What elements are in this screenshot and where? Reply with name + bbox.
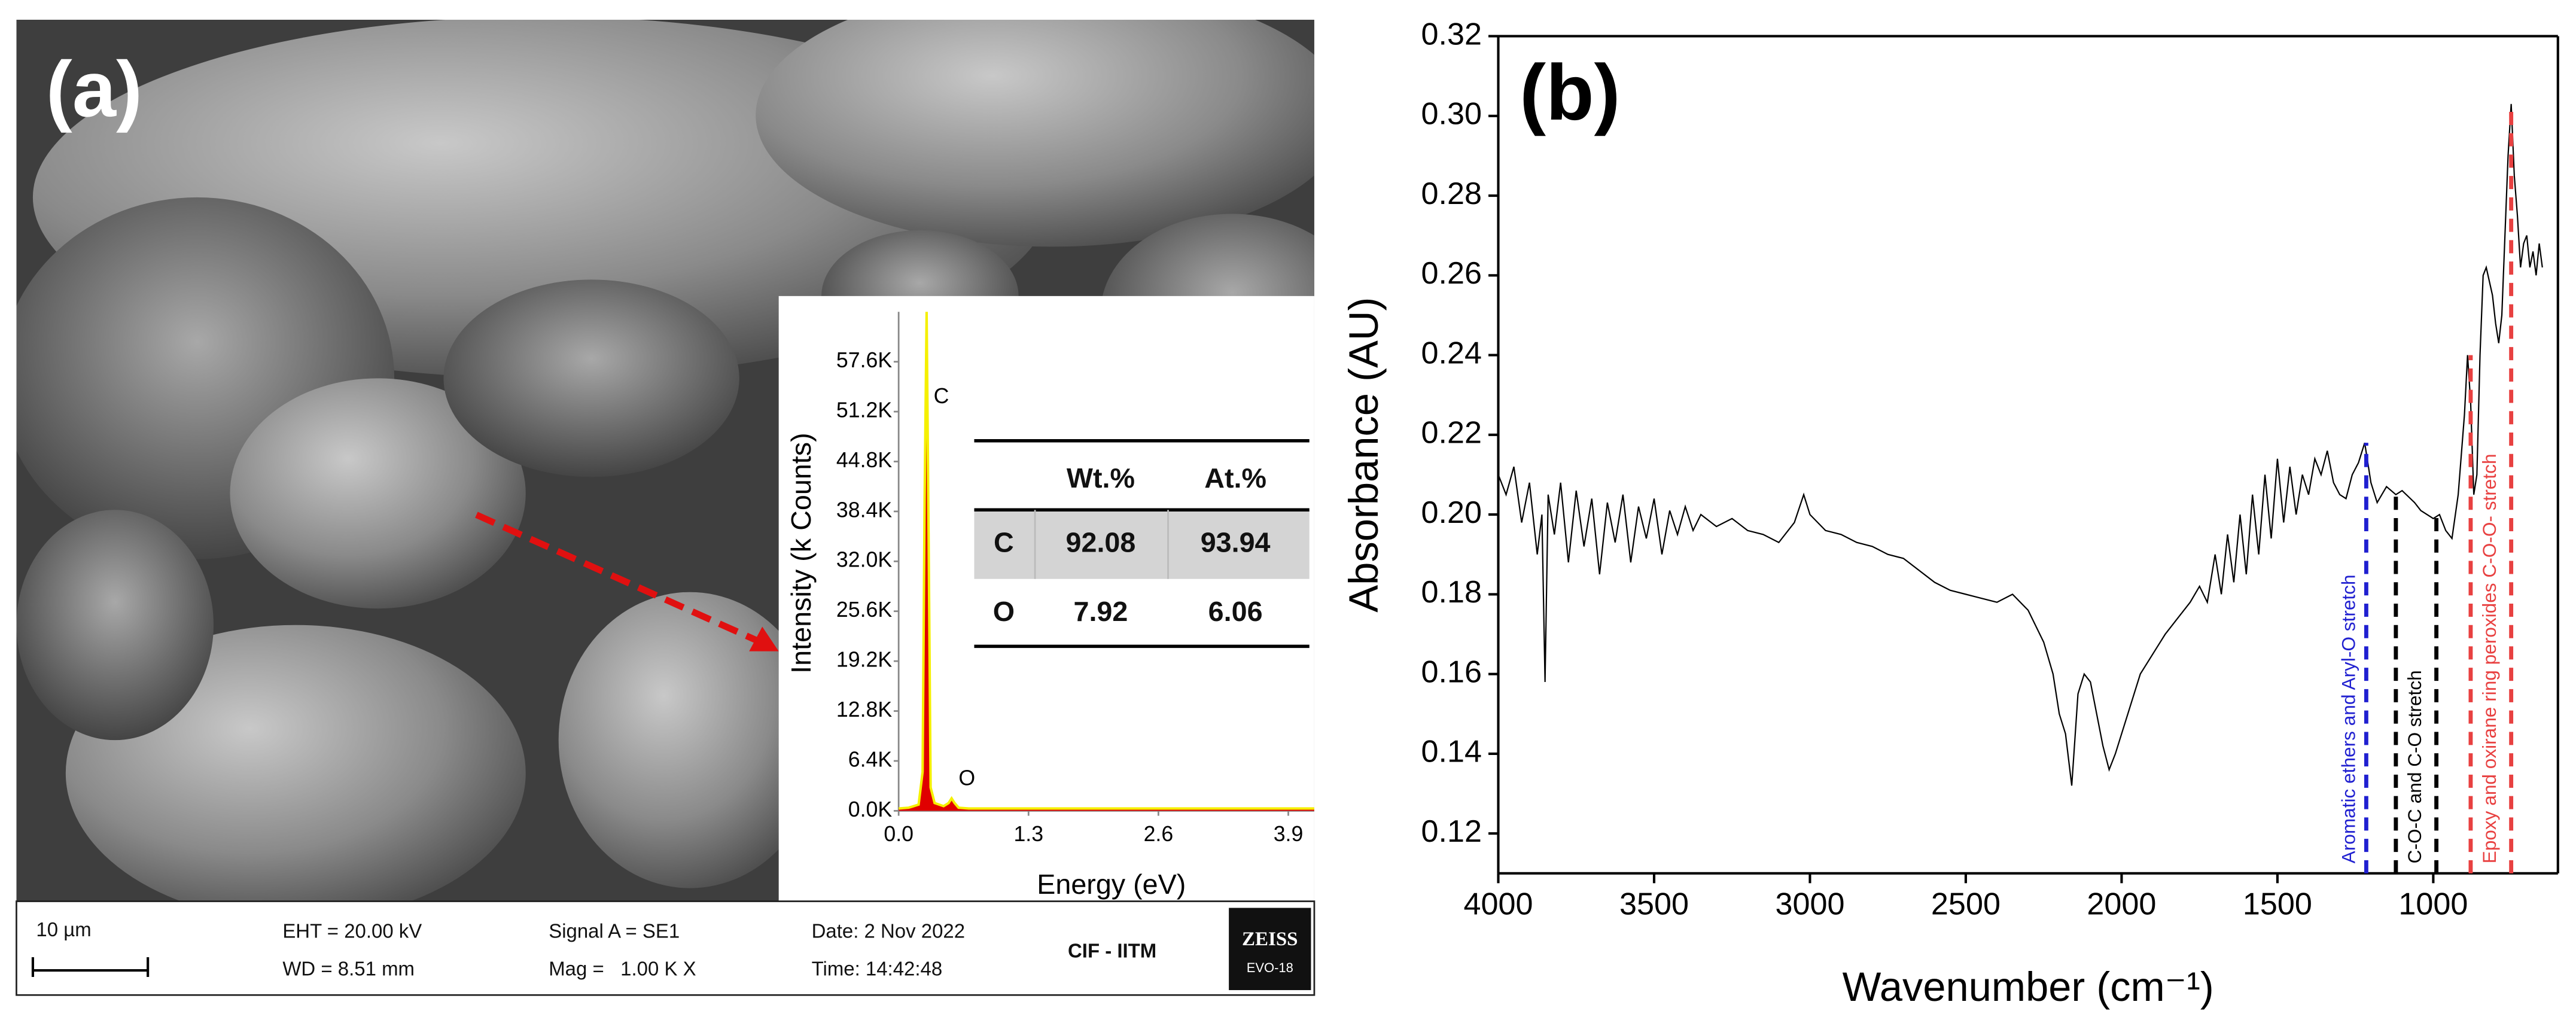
- scale-label: 10 µm: [36, 918, 91, 940]
- x-tick-label: 0.0: [884, 822, 914, 846]
- y-axis-label: Absorbance (AU): [1341, 297, 1387, 613]
- spectrum-line: [899, 312, 1314, 810]
- peak-label: C: [934, 384, 949, 408]
- x-tick-label: 4000: [1463, 887, 1533, 922]
- y-tick-label: 0.30: [1421, 97, 1482, 132]
- x-tick-label: 2000: [2087, 887, 2156, 922]
- table-cell: 93.94: [1201, 526, 1271, 558]
- y-tick-label: 44.8K: [836, 448, 892, 472]
- y-tick-label: 0.0K: [848, 797, 893, 821]
- y-tick-label: 32.0K: [836, 548, 892, 572]
- x-tick-label: 2.6: [1144, 822, 1174, 846]
- y-tick-label: 0.22: [1421, 416, 1482, 450]
- y-tick-label: 12.8K: [836, 698, 892, 721]
- sem-image: [16, 19, 1314, 902]
- band-label: C-O-C and C-O stretch: [2404, 670, 2425, 863]
- table-cell: C: [994, 526, 1014, 558]
- x-tick-label: 3.9: [1274, 822, 1304, 846]
- info-text: Signal A = SE1: [549, 920, 680, 942]
- y-tick-label: 0.14: [1421, 735, 1482, 769]
- y-tick-label: 51.2K: [836, 398, 892, 422]
- arrow: [475, 512, 760, 645]
- y-tick-label: 0.18: [1421, 575, 1482, 610]
- info-text: Date: 2 Nov 2022: [812, 920, 965, 942]
- edx-plot: [899, 312, 1314, 811]
- x-tick-label: 3500: [1619, 887, 1689, 922]
- y-tick-label: 57.6K: [836, 348, 892, 372]
- info-text: Time: 14:42:48: [812, 958, 943, 980]
- peak-label: O: [958, 766, 975, 790]
- inset: [778, 296, 1314, 902]
- spectrum-line: [1497, 103, 2543, 786]
- info-bar: [16, 900, 1316, 996]
- table-header: Wt.%: [1067, 462, 1135, 494]
- logo-model: EVO-18: [1247, 960, 1293, 975]
- x-tick-label: 1000: [2398, 887, 2468, 922]
- x-tick-label: 2500: [1931, 887, 2000, 922]
- y-tick-label: 0.16: [1421, 654, 1482, 689]
- table-row-bg: [974, 510, 1310, 579]
- x-tick-label: 1.3: [1013, 822, 1043, 846]
- y-tick-label: 0.24: [1421, 336, 1482, 370]
- panel-label: (b): [1520, 48, 1620, 136]
- logo: [1229, 908, 1311, 991]
- arrow-head: [749, 626, 779, 651]
- logo-text: ZEISS: [1242, 928, 1298, 950]
- table: Wt.% At.% C 92.08 93.94 O 7.92 6.06: [974, 439, 1310, 648]
- info-text: EHT = 20.00 kV: [282, 920, 422, 942]
- band-label: Aromatic ethers and Aryl-O stretch: [2337, 574, 2359, 863]
- info-text: WD = 8.51 mm: [282, 958, 415, 980]
- y-tick-label: 0.26: [1421, 256, 1482, 291]
- y-tick-label: 0.20: [1421, 495, 1482, 530]
- table-header: At.%: [1204, 462, 1266, 494]
- y-tick-label: 38.4K: [836, 498, 892, 522]
- table-cell: 7.92: [1074, 596, 1128, 627]
- y-tick-label: 6.4K: [848, 747, 893, 771]
- info-text: Mag = 1.00 K X: [549, 958, 696, 980]
- y-tick-label: 0.32: [1421, 17, 1482, 51]
- y-tick-label: 19.2K: [836, 648, 892, 672]
- y-tick-label: 0.28: [1421, 176, 1482, 211]
- band-label: Epoxy and oxirane ring peroxides C-O-O- …: [2478, 453, 2500, 863]
- table-cell: 92.08: [1066, 526, 1136, 558]
- x-tick-label: 1500: [2243, 887, 2312, 922]
- x-axis-label: Energy (eV): [1037, 869, 1186, 900]
- x-axis-label: Wavenumber (cm⁻¹): [1843, 964, 2214, 1010]
- panel-label: (a): [46, 45, 142, 133]
- info-text: CIF - IITM: [1068, 939, 1156, 961]
- table-cell: O: [993, 596, 1015, 627]
- y-tick-label: 25.6K: [836, 598, 892, 622]
- y-tick-label: 0.12: [1421, 814, 1482, 849]
- x-tick-label: 3000: [1775, 887, 1844, 922]
- y-axis-label: Intensity (k Counts): [785, 433, 817, 674]
- table-cell: 6.06: [1208, 596, 1263, 627]
